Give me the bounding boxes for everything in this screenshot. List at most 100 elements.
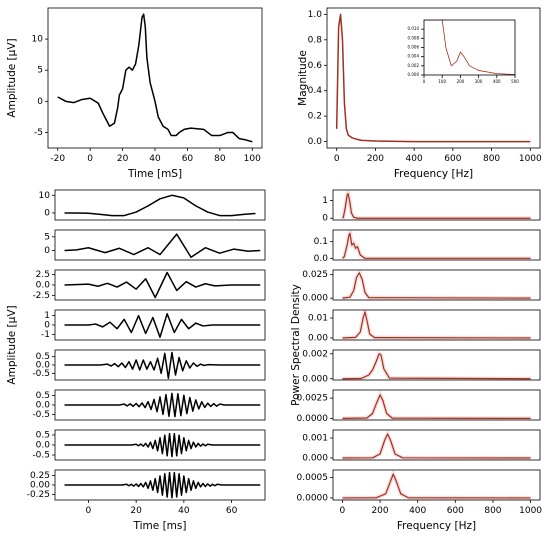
line xyxy=(341,192,531,219)
axes-frame xyxy=(54,189,266,221)
x-tick-label: 100 xyxy=(244,154,261,164)
x-tick-label: 800 xyxy=(483,154,500,164)
plot-background xyxy=(48,8,262,148)
y-tick-label: 0 xyxy=(44,208,50,218)
y-tick-label: 0.25 xyxy=(30,471,50,481)
plot-background xyxy=(333,390,540,420)
y-tick-label: -0.5 xyxy=(32,410,50,420)
y-tick-label: -5 xyxy=(34,128,43,138)
y-tick-label: 2.5 xyxy=(36,270,50,280)
plot-background xyxy=(333,430,540,460)
y-tick-label: 0.4 xyxy=(308,86,323,96)
axes-frame xyxy=(326,7,541,149)
y-tick-label: -1 xyxy=(41,330,50,340)
line xyxy=(342,394,531,419)
y-tick-label: 0.0 xyxy=(36,401,51,411)
y-tick-label: 0.6 xyxy=(308,61,323,71)
line xyxy=(64,233,261,259)
y-tick-label: 0.010 xyxy=(408,26,420,31)
y-tick-label: 0.0 xyxy=(36,281,51,291)
x-tick-label: 1000 xyxy=(519,154,542,164)
axes-frame xyxy=(332,429,541,461)
x-tick-label: 300 xyxy=(475,79,483,84)
axes-frame xyxy=(332,469,541,501)
y-tick-label: 10 xyxy=(32,35,44,45)
x-tick-label: 40 xyxy=(149,154,161,164)
line xyxy=(342,272,531,299)
y-tick-label: 1 xyxy=(322,196,328,206)
line xyxy=(342,232,531,259)
axes-frame xyxy=(332,389,541,421)
plot-background xyxy=(333,230,540,260)
y-tick-label: 0.0000 xyxy=(297,414,329,424)
y-tick-label: 0 xyxy=(322,214,328,224)
y-tick-label: 0.006 xyxy=(408,45,420,50)
axes-frame xyxy=(332,189,541,221)
y-tick-label: 0.8 xyxy=(308,35,323,45)
line xyxy=(64,392,261,418)
x-tick-label: 200 xyxy=(371,506,388,516)
line xyxy=(342,473,531,499)
axes-frame xyxy=(54,349,266,381)
line xyxy=(64,313,261,338)
line xyxy=(64,194,256,217)
y-tick-label: 1 xyxy=(44,311,50,321)
line xyxy=(342,433,531,459)
x-tick-label: 60 xyxy=(182,154,194,164)
y-tick-label: -0.5 xyxy=(32,451,50,461)
x-tick-label: 0 xyxy=(423,79,426,84)
x-tick-label: 40 xyxy=(178,506,190,516)
x-tick-label: 60 xyxy=(226,506,238,516)
x-tick-label: 100 xyxy=(438,79,446,84)
line xyxy=(64,271,261,299)
y-tick-label: 5 xyxy=(44,232,50,242)
y-tick-label: 0.0 xyxy=(308,137,323,147)
axes-frame xyxy=(54,269,266,301)
line xyxy=(342,353,531,380)
axes-frame xyxy=(54,429,266,461)
x-tick-label: 20 xyxy=(117,154,129,164)
y-tick-label: 0.1 xyxy=(314,237,328,247)
line xyxy=(57,13,253,143)
y-tick-label: 0.2 xyxy=(308,112,322,122)
axes-frame xyxy=(54,229,266,261)
y-tick-label: 0.0 xyxy=(36,361,51,371)
x-tick-label: 200 xyxy=(457,79,465,84)
line xyxy=(64,432,261,458)
x-tick-label: 80 xyxy=(214,154,226,164)
y-tick-label: 0.5 xyxy=(36,431,50,441)
axes-frame xyxy=(54,469,266,501)
x-tick-label: -20 xyxy=(50,154,65,164)
y-tick-label: 0.0000 xyxy=(297,493,329,503)
y-tick-label: 0.001 xyxy=(302,434,328,444)
y-axis-label: Magnitude xyxy=(297,50,309,106)
y-tick-label: 0.025 xyxy=(302,270,328,280)
y-tick-label: 0.000 xyxy=(408,72,420,77)
x-axis-label: Frequency [Hz] xyxy=(397,520,476,532)
y-tick-label: 5 xyxy=(37,66,43,76)
x-tick-label: 800 xyxy=(484,506,501,516)
y-tick-label: 0.0025 xyxy=(297,394,329,404)
axes-frame xyxy=(332,269,541,301)
y-tick-label: 0.00 xyxy=(308,334,328,344)
x-tick-label: 0 xyxy=(86,506,92,516)
plot-background xyxy=(424,20,515,75)
y-tick-label: -0.25 xyxy=(27,490,50,500)
y-tick-label: 0.5 xyxy=(36,391,50,401)
y-tick-label: 0.0005 xyxy=(297,473,329,483)
y-tick-label: 0.002 xyxy=(302,349,328,359)
x-axis-label: Time [ms] xyxy=(133,520,187,532)
x-tick-label: 1000 xyxy=(519,506,542,516)
axes-frame xyxy=(54,309,266,341)
x-tick-label: 0 xyxy=(340,506,346,516)
y-tick-label: 0.000 xyxy=(302,374,328,384)
y-tick-label: 1.0 xyxy=(308,10,323,20)
y-tick-label: 0 xyxy=(44,321,50,331)
axes-frame xyxy=(332,309,541,341)
y-axis-label: Amplitude [µV] xyxy=(6,305,18,384)
x-tick-label: 500 xyxy=(511,79,519,84)
x-tick-label: 400 xyxy=(493,79,501,84)
line xyxy=(424,20,515,75)
y-tick-label: 0.5 xyxy=(36,352,50,362)
y-tick-label: 10 xyxy=(39,191,51,201)
